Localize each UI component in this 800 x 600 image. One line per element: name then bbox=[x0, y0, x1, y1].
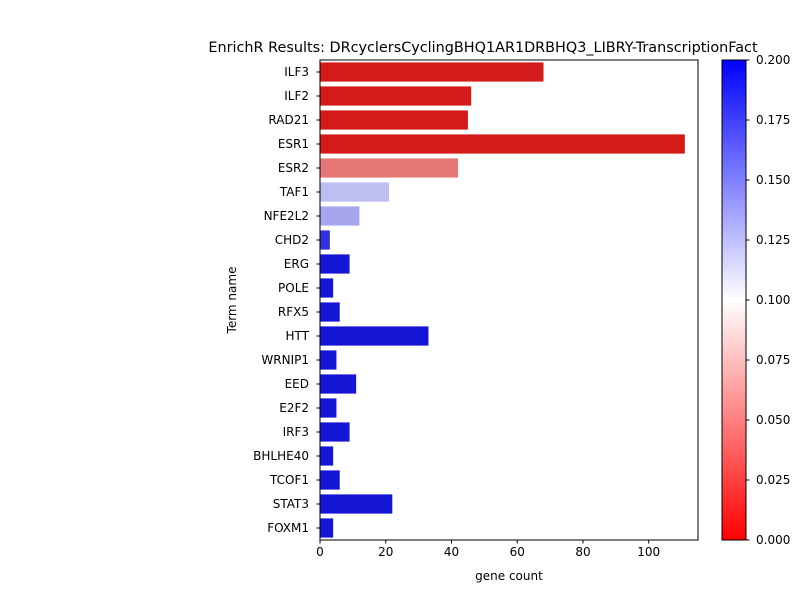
y-tick-label: RAD21 bbox=[268, 113, 309, 127]
colorbar-tick-label: 0.175 bbox=[756, 113, 790, 127]
bars-group bbox=[320, 62, 685, 538]
bar-wrnip1 bbox=[320, 350, 337, 370]
bar-tcof1 bbox=[320, 470, 340, 490]
bar-pole bbox=[320, 278, 334, 298]
colorbar-tick-label: 0.075 bbox=[756, 353, 790, 367]
x-tick-labels: 0 20 40 60 80 100 bbox=[316, 540, 660, 559]
y-tick-label: POLE bbox=[278, 281, 309, 295]
bar-stat3 bbox=[320, 494, 393, 514]
bar-esr1 bbox=[320, 134, 685, 154]
y-tick-label: HTT bbox=[286, 329, 310, 343]
colorbar-tick-label: 0.100 bbox=[756, 293, 790, 307]
colorbar-tick-label: 0.150 bbox=[756, 173, 790, 187]
bar-foxm1 bbox=[320, 518, 334, 538]
y-axis-label: Term name bbox=[225, 267, 239, 335]
y-tick-label: E2F2 bbox=[279, 401, 309, 415]
bar-e2f2 bbox=[320, 398, 337, 418]
colorbar-tick-label: 0.200 bbox=[756, 53, 790, 67]
y-tick-label: CHD2 bbox=[275, 233, 309, 247]
y-tick-label: NFE2L2 bbox=[264, 209, 309, 223]
x-tick-label: 0 bbox=[316, 545, 324, 559]
y-tick-label: BHLHE40 bbox=[253, 449, 309, 463]
bar-nfe2l2 bbox=[320, 206, 360, 226]
colorbar-tick-label: 0.025 bbox=[756, 473, 790, 487]
y-tick-label: STAT3 bbox=[273, 497, 309, 511]
bar-ilf3 bbox=[320, 62, 544, 82]
bar-eed bbox=[320, 374, 357, 394]
y-tick-label: ERG bbox=[284, 257, 309, 271]
chart-title: EnrichR Results: DRcyclersCyclingBHQ1AR1… bbox=[208, 40, 758, 56]
x-tick-label: 100 bbox=[637, 545, 660, 559]
y-tick-label: ESR2 bbox=[278, 161, 309, 175]
x-tick-label: 20 bbox=[378, 545, 393, 559]
bar-rad21 bbox=[320, 110, 468, 130]
plot-frame bbox=[319, 59, 699, 541]
y-tick-label: RFX5 bbox=[278, 305, 309, 319]
y-tick-label: ILF2 bbox=[284, 89, 309, 103]
y-tick-label: TCOF1 bbox=[269, 473, 309, 487]
bar-esr2 bbox=[320, 158, 459, 178]
y-tick-label: WRNIP1 bbox=[261, 353, 309, 367]
colorbar-tick-label: 0.125 bbox=[756, 233, 790, 247]
x-tick-label: 60 bbox=[510, 545, 525, 559]
y-tick-label: TAF1 bbox=[279, 185, 309, 199]
bar-htt bbox=[320, 326, 429, 346]
bar-irf3 bbox=[320, 422, 350, 442]
bar-bhlhe40 bbox=[320, 446, 334, 466]
bar-taf1 bbox=[320, 182, 390, 202]
bar-erg bbox=[320, 254, 350, 274]
bar-rfx5 bbox=[320, 302, 340, 322]
y-tick-label: EED bbox=[285, 377, 309, 391]
bar-ilf2 bbox=[320, 86, 472, 106]
x-tick-label: 80 bbox=[575, 545, 590, 559]
y-tick-label: ILF3 bbox=[284, 65, 309, 79]
x-axis-label: gene count bbox=[475, 569, 543, 583]
x-tick-label: 40 bbox=[444, 545, 459, 559]
y-tick-labels: ILF3 ILF2 RAD21 ESR1 ESR2 TAF1 NFE2L2 CHD2 ERG PO… bbox=[253, 65, 320, 535]
colorbar-tick-label: 0.000 bbox=[756, 533, 790, 547]
colorbar-tick-label: 0.050 bbox=[756, 413, 790, 427]
bar-chd2 bbox=[320, 230, 330, 250]
y-tick-label: FOXM1 bbox=[267, 521, 309, 535]
colorbar bbox=[721, 59, 747, 541]
y-tick-label: IRF3 bbox=[283, 425, 309, 439]
colorbar-tick-labels: 0.000 0.025 0.050 0.075 0.100 0.125 0.150 0.175… bbox=[746, 53, 790, 547]
y-tick-label: ESR1 bbox=[278, 137, 309, 151]
